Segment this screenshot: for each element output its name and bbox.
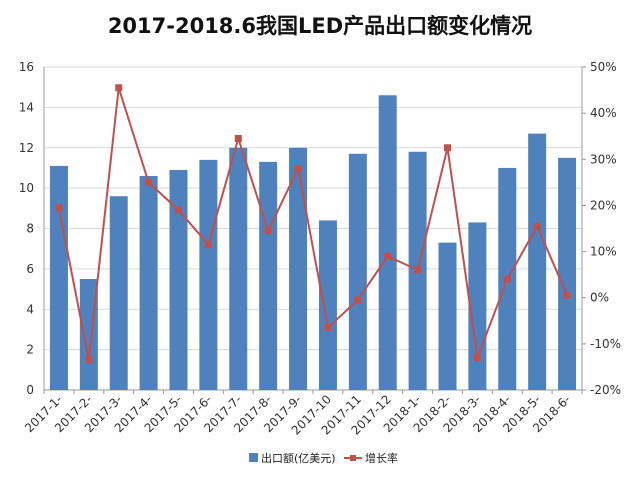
y-left-tick-label: 10 <box>19 181 34 195</box>
line-point <box>444 144 451 152</box>
line-point <box>145 178 153 186</box>
bar <box>79 278 98 390</box>
bar <box>558 157 577 390</box>
line-point <box>503 275 511 283</box>
line-point <box>264 227 272 235</box>
bar <box>318 220 337 390</box>
line-point <box>563 291 571 299</box>
bar <box>199 159 218 390</box>
line-point <box>115 84 123 92</box>
line-point <box>85 356 93 364</box>
y-left-tick-label: 6 <box>26 262 34 276</box>
line-point <box>324 324 332 332</box>
bar <box>348 153 367 390</box>
y-right-tick-label: -10% <box>590 337 621 351</box>
y-right-tick-label: 0% <box>590 291 609 305</box>
y-left-tick-label: 0 <box>26 383 34 397</box>
growth-rate-line <box>57 87 569 362</box>
bar <box>438 242 457 390</box>
bar <box>109 196 128 390</box>
legend-swatch-bar <box>249 453 258 462</box>
line-point <box>175 206 182 214</box>
line-point <box>473 354 481 362</box>
bar <box>528 133 547 390</box>
line-point <box>204 241 212 249</box>
y-right-tick-label: 50% <box>590 60 617 74</box>
line-point <box>384 252 392 260</box>
y-left-tick-label: 14 <box>19 100 34 114</box>
y-right-tick-label: 10% <box>590 245 617 259</box>
bar <box>139 176 158 390</box>
line-point <box>354 296 362 304</box>
y-left-tick-label: 8 <box>26 222 34 236</box>
line-point <box>294 165 302 173</box>
bar <box>259 161 278 390</box>
bar <box>169 169 188 390</box>
bar <box>229 147 248 390</box>
bar <box>468 222 487 390</box>
y-left-tick-label: 2 <box>26 343 34 357</box>
y-right-tick-label: 20% <box>590 198 617 212</box>
y-right-tick-label: 30% <box>590 152 617 166</box>
legend-swatch-marker <box>350 455 356 461</box>
chart-title: 2017-2018.6我国LED产品出口额变化情况 <box>107 14 533 38</box>
y-left-tick-label: 16 <box>19 60 34 74</box>
legend-label-bar: 出口额(亿美元) <box>261 451 336 465</box>
bar <box>378 95 397 390</box>
line-point <box>234 135 242 143</box>
y-left-tick-label: 12 <box>19 141 34 155</box>
y-right-tick-label: -20% <box>590 383 621 397</box>
legend-label-line: 增长率 <box>365 451 398 465</box>
line-point <box>533 222 541 230</box>
y-left-tick-label: 4 <box>26 302 34 316</box>
y-right-tick-label: 40% <box>590 106 617 120</box>
bar <box>49 165 68 390</box>
line-point <box>55 204 63 212</box>
line-point <box>414 266 422 274</box>
bar <box>289 147 308 390</box>
